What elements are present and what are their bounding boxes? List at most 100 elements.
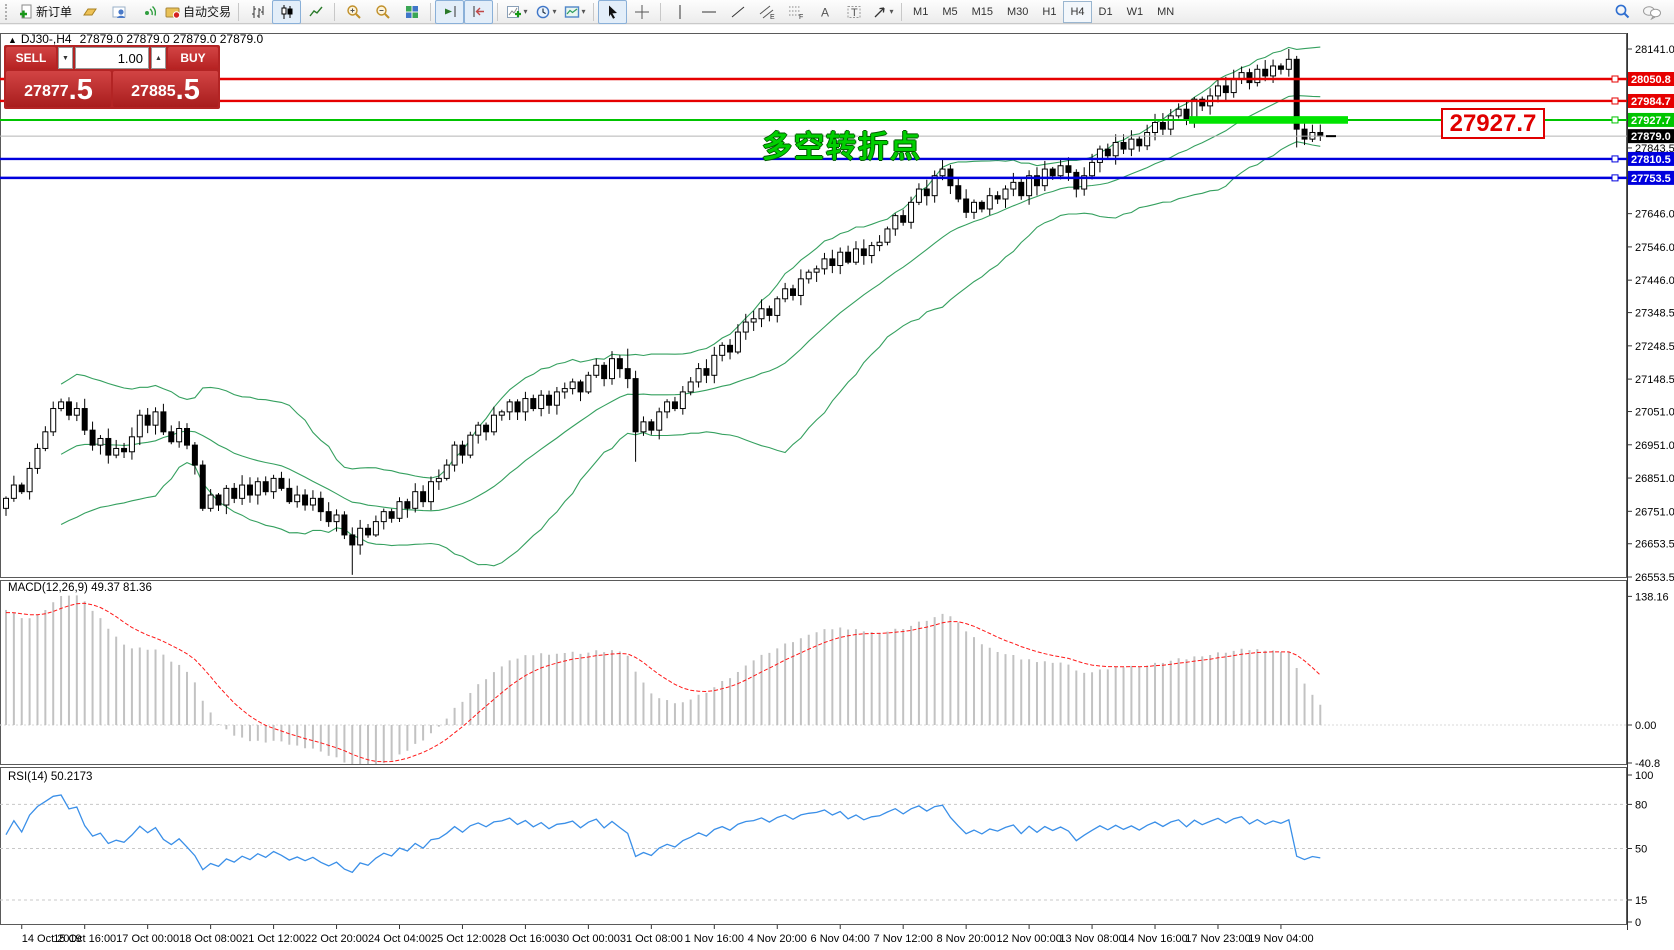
rsi-indicator-label: RSI(14) 50.2173	[8, 771, 93, 783]
autotrading-button[interactable]: 自动交易	[162, 0, 234, 24]
periods-button[interactable]: ▾	[531, 0, 560, 24]
candle-body	[782, 288, 789, 300]
candle-body	[923, 188, 930, 197]
volume-increase-button[interactable]: ▲	[151, 47, 166, 69]
time-tick-label[interactable]: 12 Nov 00:00	[996, 933, 1061, 945]
bar-chart-button[interactable]	[243, 0, 272, 24]
timeframe-h1[interactable]: H1	[1042, 5, 1057, 18]
time-tick-label[interactable]: 17 Nov 23:00	[1185, 933, 1250, 945]
time-tick-label[interactable]: 1 Nov 16:00	[685, 933, 744, 945]
candle-body	[624, 368, 631, 380]
price-tick-label: 27348.5	[1635, 308, 1674, 320]
timeframe-m30[interactable]: M30	[1007, 5, 1029, 18]
tile-windows-icon	[405, 5, 418, 18]
time-tick-label[interactable]: 4 Nov 20:00	[748, 933, 807, 945]
text-button[interactable]: A	[810, 0, 839, 24]
time-tick-label[interactable]: 15 Oct 16:00	[53, 933, 116, 945]
price-tick-label: 27248.5	[1635, 341, 1674, 353]
support-zone-rectangle[interactable]	[1189, 116, 1348, 124]
time-tick-label[interactable]: 13 Nov 08:00	[1059, 933, 1124, 945]
search-button[interactable]	[1608, 0, 1637, 24]
zoom-in-button[interactable]	[339, 0, 368, 24]
candle-body	[1230, 78, 1237, 94]
line-handle-square[interactable]	[1611, 155, 1619, 163]
new-order-button[interactable]: 新订单	[15, 0, 75, 24]
auto-scroll-button[interactable]	[435, 0, 465, 24]
candle-body	[821, 258, 828, 270]
time-tick-label[interactable]: 25 Oct 12:00	[431, 933, 494, 945]
time-tick-label[interactable]: 19 Nov 04:00	[1248, 933, 1313, 945]
time-tick-label[interactable]: 22 Oct 20:00	[305, 933, 368, 945]
line-handle-square[interactable]	[1611, 174, 1619, 182]
collapse-icon[interactable]: ▲	[8, 35, 17, 45]
line-handle-square[interactable]	[1611, 97, 1619, 105]
price-tick-label: 26653.5	[1635, 539, 1674, 551]
fibonacci-button[interactable]: F	[781, 0, 810, 24]
channel-button[interactable]: E	[752, 0, 781, 24]
timeframe-mn[interactable]: MN	[1157, 5, 1175, 18]
chart-canvas[interactable]: 28141.027843.527646.027546.027446.027348…	[0, 25, 1674, 950]
volume-decrease-button[interactable]: ▼	[58, 47, 73, 69]
indicators-button[interactable]: ▾	[502, 0, 531, 24]
time-tick-label[interactable]: 14 Nov 16:00	[1122, 933, 1187, 945]
time-tick-label[interactable]: 6 Nov 04:00	[811, 933, 870, 945]
alerts-button[interactable]	[133, 0, 162, 24]
templates-button[interactable]: ▾	[560, 0, 589, 24]
time-tick-label[interactable]: 30 Oct 00:00	[557, 933, 620, 945]
chart-text-annotation[interactable]: 多空转折点	[762, 131, 922, 164]
axis-price-label-box	[1628, 170, 1674, 185]
cursor-button[interactable]	[598, 0, 628, 24]
candle-body	[89, 429, 96, 446]
time-tick-label[interactable]: 21 Oct 12:00	[242, 933, 305, 945]
volume-input[interactable]: 1.00	[75, 47, 149, 69]
horizontal-line-button[interactable]	[694, 0, 723, 24]
crosshair-button[interactable]	[627, 0, 656, 24]
candle-body	[577, 381, 584, 393]
candle-body	[986, 195, 993, 210]
timeframe-m1[interactable]: M1	[913, 5, 929, 18]
line-chart-button[interactable]	[301, 0, 330, 24]
line-handle-square[interactable]	[1611, 75, 1619, 83]
tile-windows-button[interactable]	[397, 0, 426, 24]
candle-body	[553, 391, 560, 406]
periods-icon	[536, 5, 549, 18]
timeframe-d1[interactable]: D1	[1098, 5, 1113, 18]
one-click-trading-panel: SELL ▼ 1.00 ▲ BUY 27877.5 27885.5	[4, 45, 220, 109]
time-tick-label[interactable]: 17 Oct 00:00	[116, 933, 179, 945]
candle-body	[538, 394, 545, 410]
quotes-button[interactable]	[75, 0, 104, 24]
timeframe-h4[interactable]: H4	[1063, 0, 1092, 23]
time-tick-label[interactable]: 18 Oct 08:00	[179, 933, 242, 945]
time-tick-label[interactable]: 24 Oct 04:00	[368, 933, 431, 945]
time-tick-label[interactable]: 8 Nov 20:00	[936, 933, 995, 945]
sell-price-button[interactable]: 27877.5	[6, 71, 111, 107]
chart-shift-button[interactable]	[464, 0, 494, 24]
buy-price-button[interactable]: 27885.5	[113, 71, 218, 107]
timeframe-w1[interactable]: W1	[1126, 5, 1144, 18]
profiles-button[interactable]	[104, 0, 133, 24]
vertical-line-button[interactable]	[665, 0, 694, 24]
chat-button[interactable]	[1637, 0, 1666, 24]
trendline-button[interactable]	[723, 0, 752, 24]
timeframe-m5[interactable]: M5	[942, 5, 958, 18]
candle-body	[309, 497, 316, 506]
time-tick-label[interactable]: 14 Oct 2019	[22, 933, 82, 945]
buy-button[interactable]: BUY	[168, 47, 218, 69]
zoom-out-button[interactable]	[368, 0, 397, 24]
sell-button[interactable]: SELL	[6, 47, 56, 69]
candlestick-button[interactable]	[272, 0, 302, 24]
time-tick-label[interactable]: 28 Oct 16:00	[494, 933, 557, 945]
toolbar-grip[interactable]	[5, 3, 12, 20]
label-button[interactable]: T	[839, 0, 868, 24]
candle-body	[113, 447, 120, 456]
candle-body	[1262, 68, 1269, 77]
price-tag-box[interactable]: 27927.7	[1441, 108, 1545, 139]
candle-body	[1214, 85, 1221, 97]
timeframe-m15[interactable]: M15	[971, 5, 993, 18]
line-handle-square[interactable]	[1611, 116, 1619, 124]
profiles-icon	[112, 6, 126, 18]
time-tick-label[interactable]: 31 Oct 08:00	[620, 933, 683, 945]
time-tick-label[interactable]: 7 Nov 12:00	[874, 933, 933, 945]
arrows-button[interactable]: ▾	[868, 0, 897, 24]
chevron-down-icon: ▾	[552, 6, 557, 16]
